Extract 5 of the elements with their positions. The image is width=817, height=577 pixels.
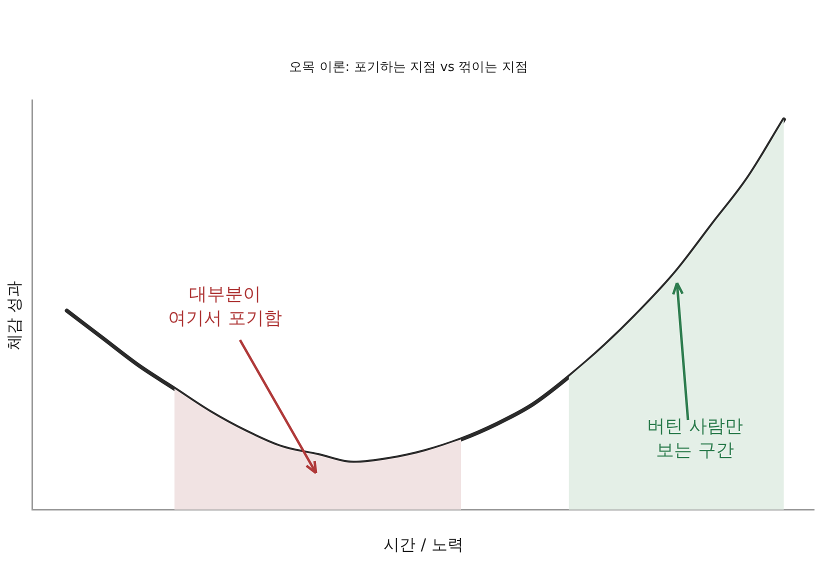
annotation: 버틴 사람만 보는 구간: [647, 416, 743, 461]
x-axis-title: 시간 / 노력: [382, 535, 464, 556]
y-axis-title: 체감 성과: [4, 280, 24, 352]
annotation: 대부분이 여기서 포기함: [168, 284, 282, 329]
chart-title: 오목 이론: 포기하는 지점 vs 꺾이는 지점: [288, 59, 529, 76]
